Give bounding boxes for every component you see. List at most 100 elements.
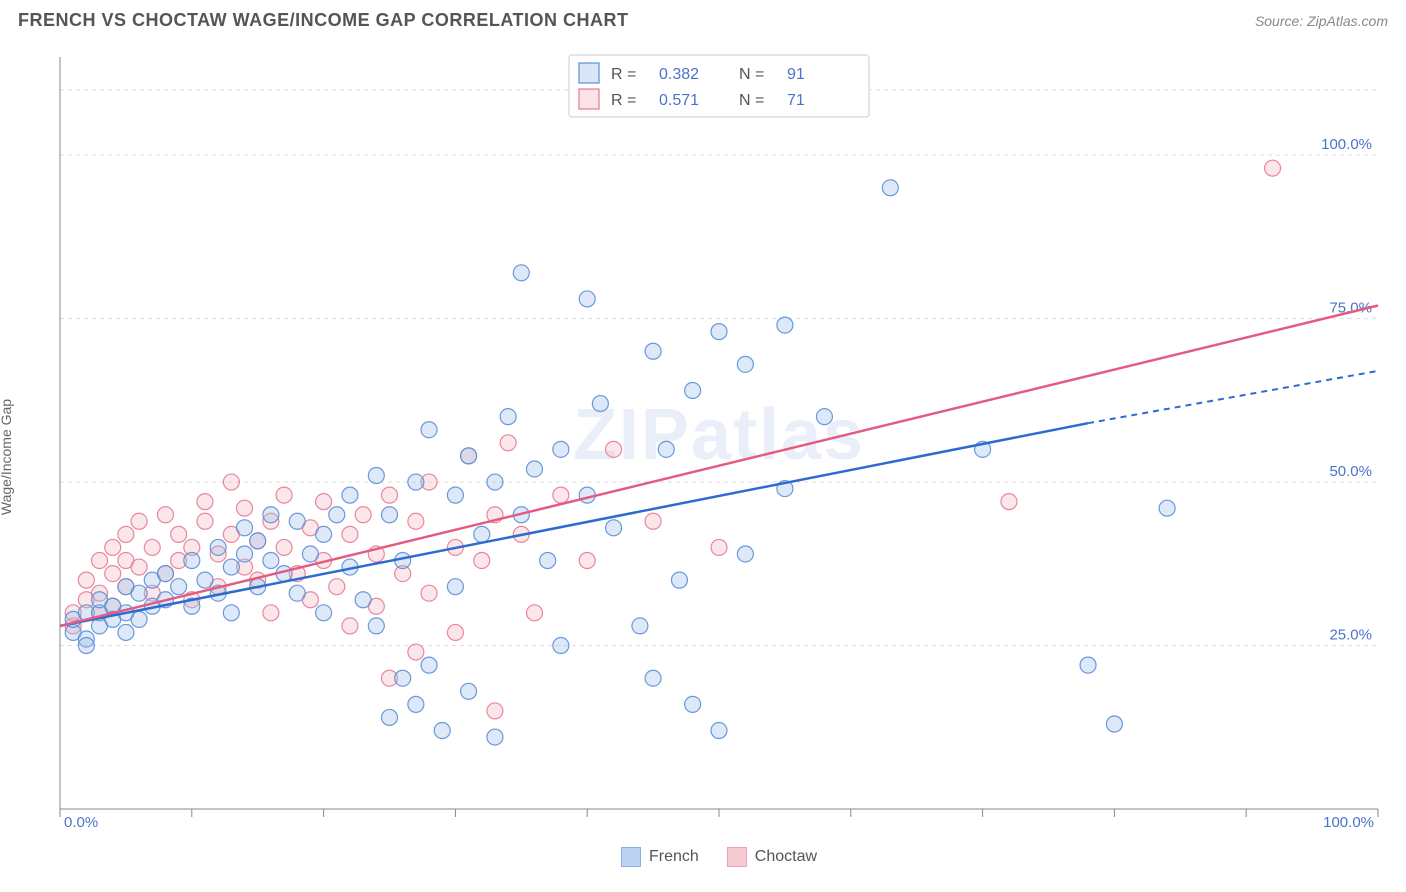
point-choctaw [171,526,187,542]
point-french [606,520,622,536]
point-french [500,409,516,425]
point-choctaw [105,539,121,555]
point-french [157,566,173,582]
chart-container: Wage/Income Gap 25.0%50.0%75.0%100.0%ZIP… [0,37,1406,877]
point-french [210,539,226,555]
x-label-right: 100.0% [1323,814,1374,829]
point-choctaw [474,553,490,569]
top-legend-n-label: N = [739,92,764,109]
top-legend-n-value: 91 [787,66,805,83]
top-legend-r-label: R = [611,66,636,83]
point-french [131,611,147,627]
point-french [526,461,542,477]
point-french [263,507,279,523]
top-legend-swatch [579,89,599,109]
point-french [382,709,398,725]
point-french [368,468,384,484]
point-choctaw [500,435,516,451]
point-french [711,723,727,739]
point-choctaw [197,513,213,529]
point-french [434,723,450,739]
point-french [816,409,832,425]
trend-french-ext [1088,371,1378,423]
point-choctaw [487,703,503,719]
point-french [487,474,503,490]
point-french [197,572,213,588]
point-french [329,507,345,523]
legend-swatch-french [621,847,641,867]
point-choctaw [92,553,108,569]
point-choctaw [342,618,358,634]
point-french [118,624,134,640]
point-choctaw [408,513,424,529]
point-choctaw [197,494,213,510]
point-french [447,579,463,595]
point-french [579,291,595,307]
point-french [553,638,569,654]
legend-label-choctaw: Choctaw [755,848,817,866]
point-choctaw [553,487,569,503]
point-french [289,585,305,601]
point-choctaw [355,507,371,523]
point-choctaw [711,539,727,555]
y-tick-label: 25.0% [1329,627,1372,644]
point-choctaw [78,572,94,588]
point-french [1080,657,1096,673]
top-legend-swatch [579,63,599,83]
point-french [131,585,147,601]
point-choctaw [131,559,147,575]
point-french [237,520,253,536]
point-french [171,579,187,595]
top-legend-n-label: N = [739,66,764,83]
point-french [461,683,477,699]
watermark: ZIPatlas [573,395,865,475]
y-tick-label: 50.0% [1329,463,1372,480]
plot-area: 25.0%50.0%75.0%100.0%ZIPatlas0.0%100.0%R… [50,49,1388,829]
point-french [223,605,239,621]
top-legend-r-value: 0.382 [659,66,699,83]
point-french [395,670,411,686]
point-choctaw [316,494,332,510]
point-french [408,696,424,712]
point-french [685,382,701,398]
chart-title: FRENCH VS CHOCTAW WAGE/INCOME GAP CORREL… [18,10,629,31]
point-choctaw [447,624,463,640]
point-french [540,553,556,569]
point-french [645,343,661,359]
top-legend-r-value: 0.571 [659,92,699,109]
point-french [342,487,358,503]
point-choctaw [118,526,134,542]
legend-item-french: French [621,847,699,867]
point-choctaw [1001,494,1017,510]
point-choctaw [342,526,358,542]
point-choctaw [263,605,279,621]
bottom-legend: French Choctaw [50,837,1388,877]
point-french [882,180,898,196]
point-french [250,533,266,549]
point-french [671,572,687,588]
point-choctaw [1265,160,1281,176]
point-french [461,448,477,464]
trend-choctaw [60,305,1378,625]
point-choctaw [421,585,437,601]
point-french [1106,716,1122,732]
point-choctaw [329,579,345,595]
top-legend-n-value: 71 [787,92,805,109]
point-french [658,441,674,457]
point-french [184,553,200,569]
point-french [592,396,608,412]
point-french [408,474,424,490]
point-choctaw [105,566,121,582]
legend-item-choctaw: Choctaw [727,847,817,867]
point-choctaw [131,513,147,529]
point-french [685,696,701,712]
point-french [421,422,437,438]
point-french [447,487,463,503]
point-choctaw [157,507,173,523]
point-french [474,526,490,542]
point-choctaw [645,513,661,529]
point-french [711,324,727,340]
point-french [737,356,753,372]
point-choctaw [276,539,292,555]
point-french [237,546,253,562]
